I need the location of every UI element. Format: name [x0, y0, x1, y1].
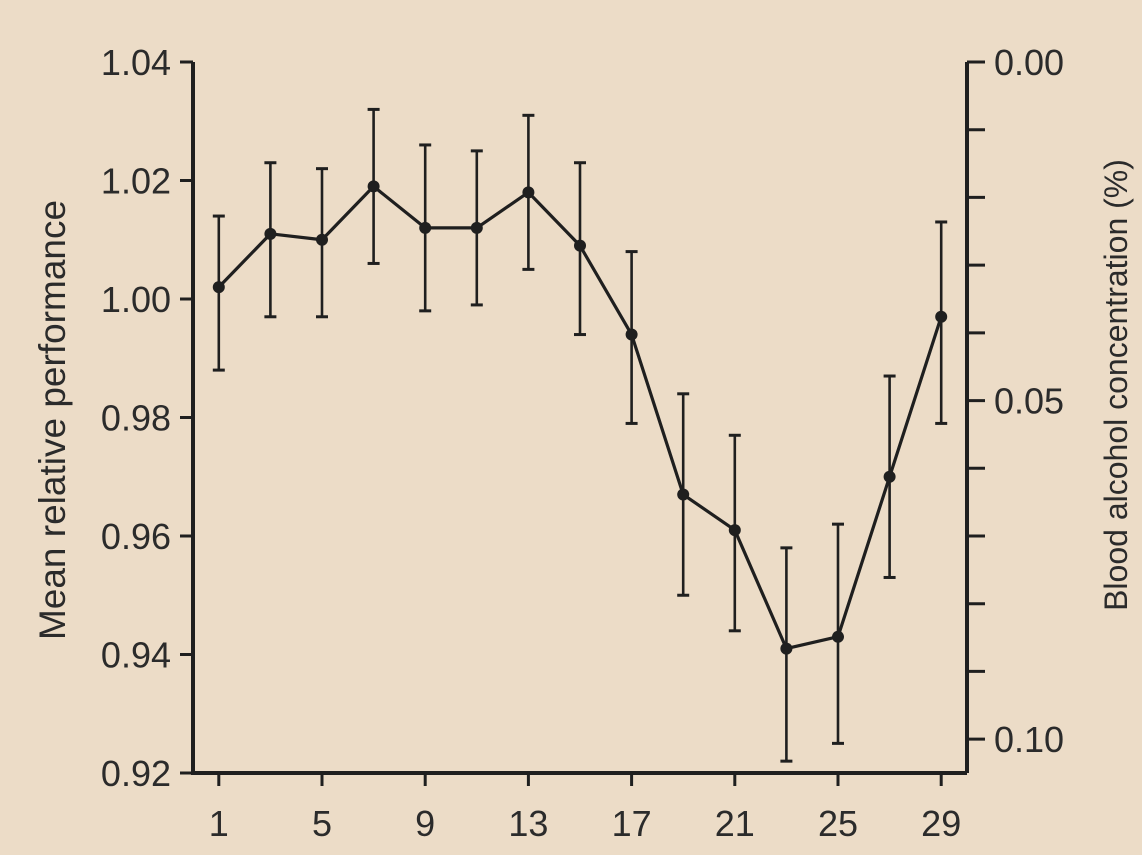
y-axis-label: Mean relative performance: [32, 200, 73, 640]
series-group: [212, 107, 948, 763]
y2-axis-label: Blood alcohol concentration (%): [1098, 159, 1134, 611]
data-point: [212, 281, 225, 294]
data-point: [625, 328, 638, 341]
x-tick-label: 13: [508, 803, 548, 844]
axes-group: 0.92 0.94 0.96 0.98 1.00 1.02 1.04 0.00 0.05 0.10…: [101, 42, 1064, 844]
x-tick-label: 17: [612, 803, 652, 844]
data-point: [780, 642, 793, 655]
data-point: [367, 180, 380, 193]
y-tick-label: 0.94: [101, 635, 171, 676]
data-point: [677, 488, 690, 501]
data-point: [419, 221, 432, 234]
data-point: [470, 221, 483, 234]
x-tick-label: 21: [715, 803, 755, 844]
data-point: [728, 524, 741, 537]
data-point: [832, 630, 844, 643]
y2-tick-label: 0.10: [994, 719, 1064, 760]
data-point: [522, 186, 535, 199]
y-tick-label: 0.96: [101, 516, 171, 557]
y-tick-label: 0.98: [101, 398, 171, 439]
data-point: [935, 310, 948, 323]
data-point: [316, 233, 328, 246]
x-tick-label: 25: [818, 803, 858, 844]
y2-tick-label: 0.05: [994, 381, 1064, 422]
y2-tick-label: 0.00: [994, 42, 1064, 83]
y-tick-label: 1.02: [101, 161, 171, 202]
data-point: [574, 239, 586, 252]
x-tick-label: 9: [415, 803, 435, 844]
x-tick-label: 1: [209, 803, 229, 844]
x-tick-label: 29: [921, 803, 961, 844]
y-tick-label: 1.04: [101, 42, 171, 83]
y-tick-label: 1.00: [101, 279, 171, 320]
data-point: [883, 470, 896, 483]
x-tick-label: 5: [312, 803, 332, 844]
y-tick-label: 0.92: [101, 753, 171, 794]
data-point: [264, 227, 277, 240]
